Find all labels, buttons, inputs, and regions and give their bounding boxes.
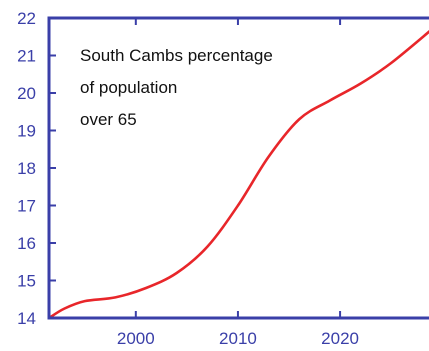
y-axis-tick-labels: 14 15 16 17 18 19 20 21 22 xyxy=(17,9,36,328)
x-axis-tick-labels: 2000 2010 2020 xyxy=(117,329,359,348)
x-tick-label: 2000 xyxy=(117,329,155,348)
annotation-line-3: over 65 xyxy=(80,110,137,129)
annotation-line-2: of population xyxy=(80,78,177,97)
y-tick-label: 17 xyxy=(17,197,36,216)
x-tick-label: 2020 xyxy=(321,329,359,348)
y-tick-label: 18 xyxy=(17,159,36,178)
x-tick-label: 2010 xyxy=(219,329,257,348)
y-tick-label: 20 xyxy=(17,84,36,103)
y-tick-label: 22 xyxy=(17,9,36,28)
series-layer xyxy=(47,30,429,320)
y-tick-label: 15 xyxy=(17,272,36,291)
y-tick-label: 14 xyxy=(17,309,36,328)
series-line-0 xyxy=(47,30,429,320)
axis-ticks xyxy=(49,17,342,319)
y-tick-label: 16 xyxy=(17,234,36,253)
y-tick-label: 19 xyxy=(17,122,36,141)
y-tick-label: 21 xyxy=(17,47,36,66)
annotation-line-1: South Cambs percentage xyxy=(80,46,273,65)
